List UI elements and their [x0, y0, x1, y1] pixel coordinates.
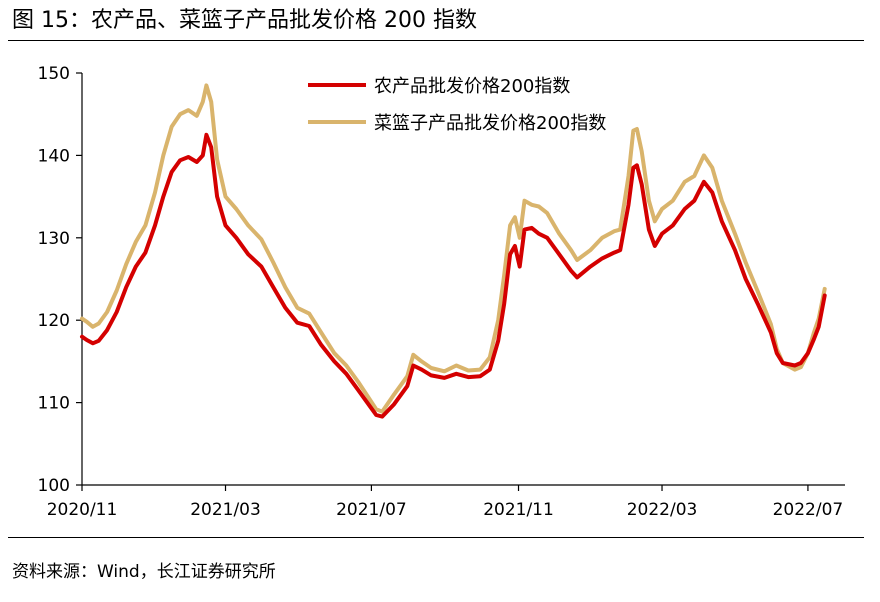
y-tick-label: 140 [38, 146, 70, 166]
legend-label: 菜篮子产品批发价格200指数 [374, 113, 606, 134]
y-tick-label: 150 [38, 64, 70, 84]
y-tick-label: 100 [38, 476, 70, 496]
x-tick-label: 2020/11 [47, 500, 118, 520]
legend-label: 农产品批发价格200指数 [374, 76, 570, 97]
y-tick-label: 110 [38, 394, 70, 414]
x-tick-label: 2021/03 [190, 500, 261, 520]
x-tick-label: 2021/11 [483, 500, 554, 520]
y-tick-label: 130 [38, 229, 70, 249]
chart-series [80, 83, 827, 419]
x-tick-label: 2022/07 [773, 500, 844, 520]
series-line-basket-index [80, 83, 827, 414]
y-tick-label: 120 [38, 311, 70, 331]
y-axis-ticks: 100 110 120 130 140 150 [38, 64, 82, 496]
series-line-agri-index [80, 132, 827, 419]
source-note: 资料来源：Wind，长江证券研究所 [12, 562, 276, 582]
x-tick-label: 2022/03 [627, 500, 698, 520]
title-divider [8, 40, 864, 41]
figure-title: 图 15：农产品、菜篮子产品批发价格 200 指数 [12, 8, 477, 33]
chart-axes [81, 73, 845, 486]
x-axis-ticks: 2020/11 2021/03 2021/07 2021/11 2022/03 2022/… [47, 485, 844, 520]
footer-divider [8, 537, 864, 538]
x-tick-label: 2021/07 [336, 500, 407, 520]
